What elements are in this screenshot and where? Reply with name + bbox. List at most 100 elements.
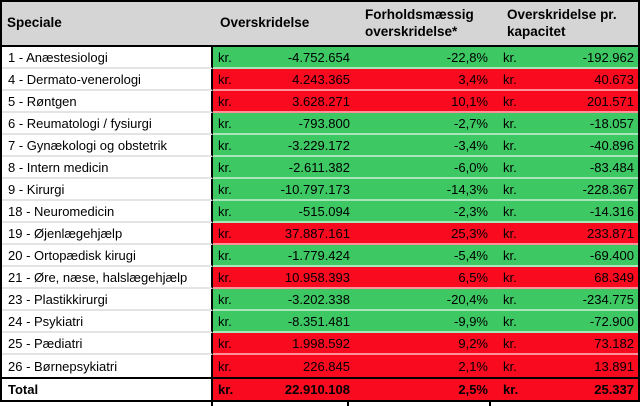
- pr-kapacitet-value: 233.871: [538, 223, 638, 245]
- specialty-name: 23 - Plastikkirurgi: [2, 289, 213, 311]
- overskridelse-value: -8.351.481: [255, 311, 354, 333]
- specialty-name: 21 - Øre, næse, halslægehjælp: [2, 267, 213, 289]
- table-row: 20 - Ortopædisk kirugi kr. -1.779.424 -5…: [2, 245, 638, 267]
- pct-value: -22,8%: [354, 47, 492, 69]
- overskridelse-value: 37.887.161: [255, 223, 354, 245]
- column-header-overskridelse: Overskridelse: [220, 15, 310, 31]
- table-header-row: Speciale Overskridelse Forholdsmæssig ov…: [2, 2, 638, 47]
- gridline-stub: [347, 402, 349, 406]
- pct-value: -14,3%: [354, 179, 492, 201]
- pct-value: 25,3%: [354, 223, 492, 245]
- currency-label-2: kr.: [492, 47, 538, 69]
- currency-label: kr.: [213, 157, 255, 179]
- currency-label-2: kr.: [492, 267, 538, 289]
- pr-kapacitet-value: 73.182: [538, 333, 638, 355]
- overskridelse-value: 226.845: [255, 355, 354, 377]
- pct-value: -2,7%: [354, 113, 492, 135]
- currency-label: kr.: [213, 311, 255, 333]
- currency-label-2: kr.: [492, 311, 538, 333]
- currency-label-2: kr.: [492, 355, 538, 377]
- pct-value: 3,4%: [354, 69, 492, 91]
- specialty-name: 1 - Anæstesiologi: [2, 47, 213, 69]
- specialty-name: 4 - Dermato-venerologi: [2, 69, 213, 91]
- currency-label-2: kr.: [492, 201, 538, 223]
- total-pr-kapacitet-value: 25.337: [538, 377, 638, 400]
- pct-value: 10,1%: [354, 91, 492, 113]
- pct-value: 6,5%: [354, 267, 492, 289]
- pct-value: -5,4%: [354, 245, 492, 267]
- pr-kapacitet-value: 68.349: [538, 267, 638, 289]
- overskridelse-value: -515.094: [255, 201, 354, 223]
- gridline-stub: [489, 402, 491, 406]
- table-row: 4 - Dermato-venerologi kr. 4.243.365 3,4…: [2, 69, 638, 91]
- total-currency-label-2: kr.: [492, 377, 538, 400]
- currency-label: kr.: [213, 223, 255, 245]
- table-row: 23 - Plastikkirurgi kr. -3.202.338 -20,4…: [2, 289, 638, 311]
- column-header-overskridelse-pr-kapacitet: Overskridelse pr. kapacitet: [507, 6, 617, 39]
- pr-kapacitet-value: 201.571: [538, 91, 638, 113]
- pct-value: -6,0%: [354, 157, 492, 179]
- currency-label-2: kr.: [492, 135, 538, 157]
- currency-label-2: kr.: [492, 245, 538, 267]
- overskridelse-value: -4.752.654: [255, 47, 354, 69]
- pr-kapacitet-value: 13.891: [538, 355, 638, 377]
- table-row: 8 - Intern medicin kr. -2.611.382 -6,0% …: [2, 157, 638, 179]
- table-row: 6 - Reumatologi / fysiurgi kr. -793.800 …: [2, 113, 638, 135]
- pr-kapacitet-value: 40.673: [538, 69, 638, 91]
- overskridelse-value: 1.998.592: [255, 333, 354, 355]
- overskridelse-value: -1.779.424: [255, 245, 354, 267]
- pct-value: -9,9%: [354, 311, 492, 333]
- table-row: 25 - Pædiatri kr. 1.998.592 9,2% kr. 73.…: [2, 333, 638, 355]
- currency-label-2: kr.: [492, 157, 538, 179]
- currency-label: kr.: [213, 47, 255, 69]
- pct-value: -3,4%: [354, 135, 492, 157]
- currency-label-2: kr.: [492, 91, 538, 113]
- specialty-name: 25 - Pædiatri: [2, 333, 213, 355]
- overskridelse-value: -3.229.172: [255, 135, 354, 157]
- currency-label-2: kr.: [492, 69, 538, 91]
- pr-kapacitet-value: -234.775: [538, 289, 638, 311]
- currency-label: kr.: [213, 289, 255, 311]
- pr-kapacitet-value: -72.900: [538, 311, 638, 333]
- currency-label: kr.: [213, 267, 255, 289]
- pr-kapacitet-value: -40.896: [538, 135, 638, 157]
- overskridelse-value: 3.628.271: [255, 91, 354, 113]
- currency-label: kr.: [213, 201, 255, 223]
- pr-kapacitet-value: -83.484: [538, 157, 638, 179]
- column-header-speciale: Speciale: [7, 15, 62, 31]
- currency-label-2: kr.: [492, 179, 538, 201]
- currency-label: kr.: [213, 245, 255, 267]
- overskridelse-value: -3.202.338: [255, 289, 354, 311]
- specialty-name: 19 - Øjenlægehjælp: [2, 223, 213, 245]
- pr-kapacitet-value: -192.962: [538, 47, 638, 69]
- specialty-name: 8 - Intern medicin: [2, 157, 213, 179]
- specialty-name: 18 - Neuromedicin: [2, 201, 213, 223]
- table-row: 9 - Kirurgi kr. -10.797.173 -14,3% kr. -…: [2, 179, 638, 201]
- currency-label: kr.: [213, 113, 255, 135]
- currency-label: kr.: [213, 69, 255, 91]
- currency-label-2: kr.: [492, 223, 538, 245]
- overskridelse-value: -2.611.382: [255, 157, 354, 179]
- gridline-stub: [211, 402, 213, 406]
- currency-label-2: kr.: [492, 113, 538, 135]
- overskridelse-value: -793.800: [255, 113, 354, 135]
- pr-kapacitet-value: -228.367: [538, 179, 638, 201]
- currency-label-2: kr.: [492, 333, 538, 355]
- pr-kapacitet-value: -18.057: [538, 113, 638, 135]
- currency-label: kr.: [213, 333, 255, 355]
- table-row: 26 - Børnepsykiatri kr. 226.845 2,1% kr.…: [2, 355, 638, 377]
- pr-kapacitet-value: -69.400: [538, 245, 638, 267]
- table-body: 1 - Anæstesiologi kr. -4.752.654 -22,8% …: [2, 47, 638, 377]
- pct-value: 9,2%: [354, 333, 492, 355]
- column-header-forholdsmaessig-overskridelse: Forholdsmæssig overskridelse*: [365, 6, 474, 39]
- currency-label: kr.: [213, 91, 255, 113]
- table-row: 19 - Øjenlægehjælp kr. 37.887.161 25,3% …: [2, 223, 638, 245]
- overskridelse-value: 4.243.365: [255, 69, 354, 91]
- specialty-name: 7 - Gynækologi og obstetrik: [2, 135, 213, 157]
- total-overskridelse-value: 22.910.108: [255, 377, 354, 400]
- currency-label-2: kr.: [492, 289, 538, 311]
- currency-label: kr.: [213, 355, 255, 377]
- specialty-name: 20 - Ortopædisk kirugi: [2, 245, 213, 267]
- total-currency-label: kr.: [213, 377, 255, 400]
